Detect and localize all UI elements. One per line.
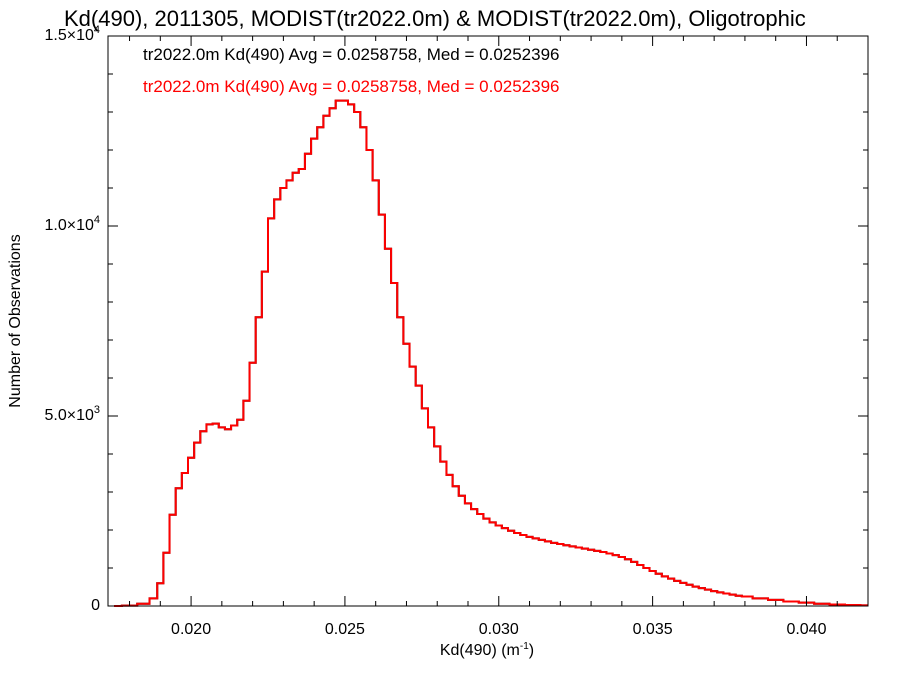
x-tick-label: 0.040 [786,621,826,638]
chart-title: Kd(490), 2011305, MODIST(tr2022.0m) & MO… [64,6,806,31]
x-tick-label: 0.035 [633,621,673,638]
x-tick-label: 0.020 [171,621,211,638]
x-axis-label-sup: -1 [520,641,529,652]
y-axis-ticks: 0 5.0×103 1.0×104 1.5×104 [44,24,868,614]
y-tick-label: 1.5×104 [44,24,100,44]
y-tick-label: 5.0×103 [44,404,100,424]
annotation-red: tr2022.0m Kd(490) Avg = 0.0258758, Med =… [143,77,560,96]
plot-series-group [114,99,868,607]
x-axis-label: Kd(490) (m-1) [440,641,534,659]
y-tick-label: 1.0×104 [44,214,100,234]
x-tick-label: 0.025 [325,621,365,638]
plot-frame [107,35,869,607]
y-axis-label: Number of Observations [7,234,24,407]
series-line-1 [114,99,868,607]
x-axis-label-main: Kd(490) (m [440,642,520,659]
x-axis-ticks: 0.020 0.025 0.030 0.035 0.040 [129,36,869,638]
annotation-black: tr2022.0m Kd(490) Avg = 0.0258758, Med =… [143,45,560,64]
y-tick-label: 0 [91,597,100,614]
x-tick-label: 0.030 [479,621,519,638]
x-axis-label-tail: ) [529,642,534,659]
